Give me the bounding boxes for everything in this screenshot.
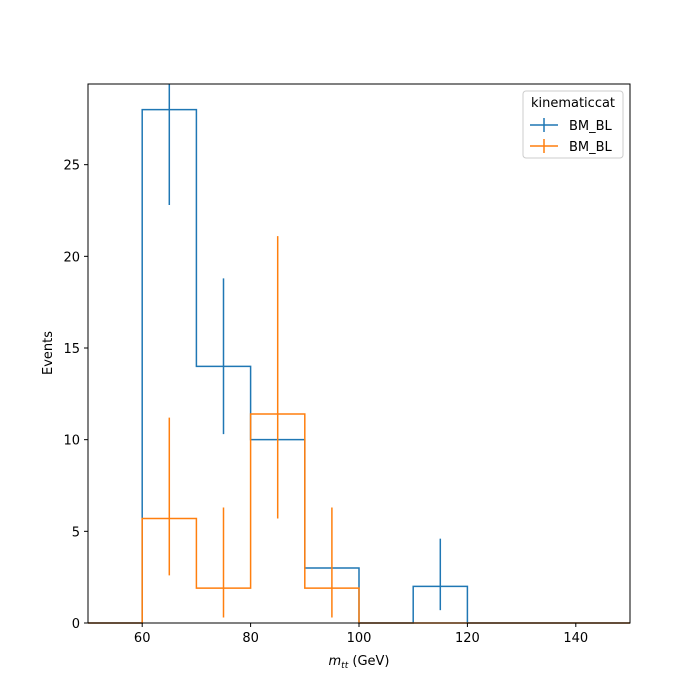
x-tick-label: 80 (242, 631, 259, 646)
series-2 (88, 236, 630, 624)
y-tick-label: 10 (63, 434, 80, 449)
legend-title: kinematiccat (531, 96, 615, 111)
y-axis-ticks: 0 5 10 15 20 25 (63, 159, 88, 632)
x-axis-ticks: 60 80 100 120 140 (134, 623, 588, 646)
y-tick-label: 15 (63, 342, 80, 357)
legend-label: BM_BL (569, 140, 613, 155)
legend-box (522, 90, 624, 159)
x-tick-label: 120 (455, 631, 480, 646)
legend-entry: BM_BL (530, 139, 613, 155)
x-tick-label: 140 (563, 631, 588, 646)
plot-area (88, 84, 630, 624)
legend-label: BM_BL (569, 119, 613, 134)
y-tick-label: 0 (72, 617, 80, 632)
y-tick-label: 5 (72, 525, 80, 540)
y-tick-label: 20 (63, 250, 80, 265)
y-tick-label: 25 (63, 159, 80, 174)
x-tick-label: 100 (347, 631, 372, 646)
x-axis-label: mtt (GeV) (329, 654, 390, 671)
legend: kinematiccat BM_BL BM_BL (522, 90, 624, 159)
y-axis-label: Events (41, 331, 56, 375)
x-tick-label: 60 (134, 631, 151, 646)
legend-entry: BM_BL (530, 118, 613, 134)
legend-entries: BM_BL BM_BL (530, 118, 613, 155)
